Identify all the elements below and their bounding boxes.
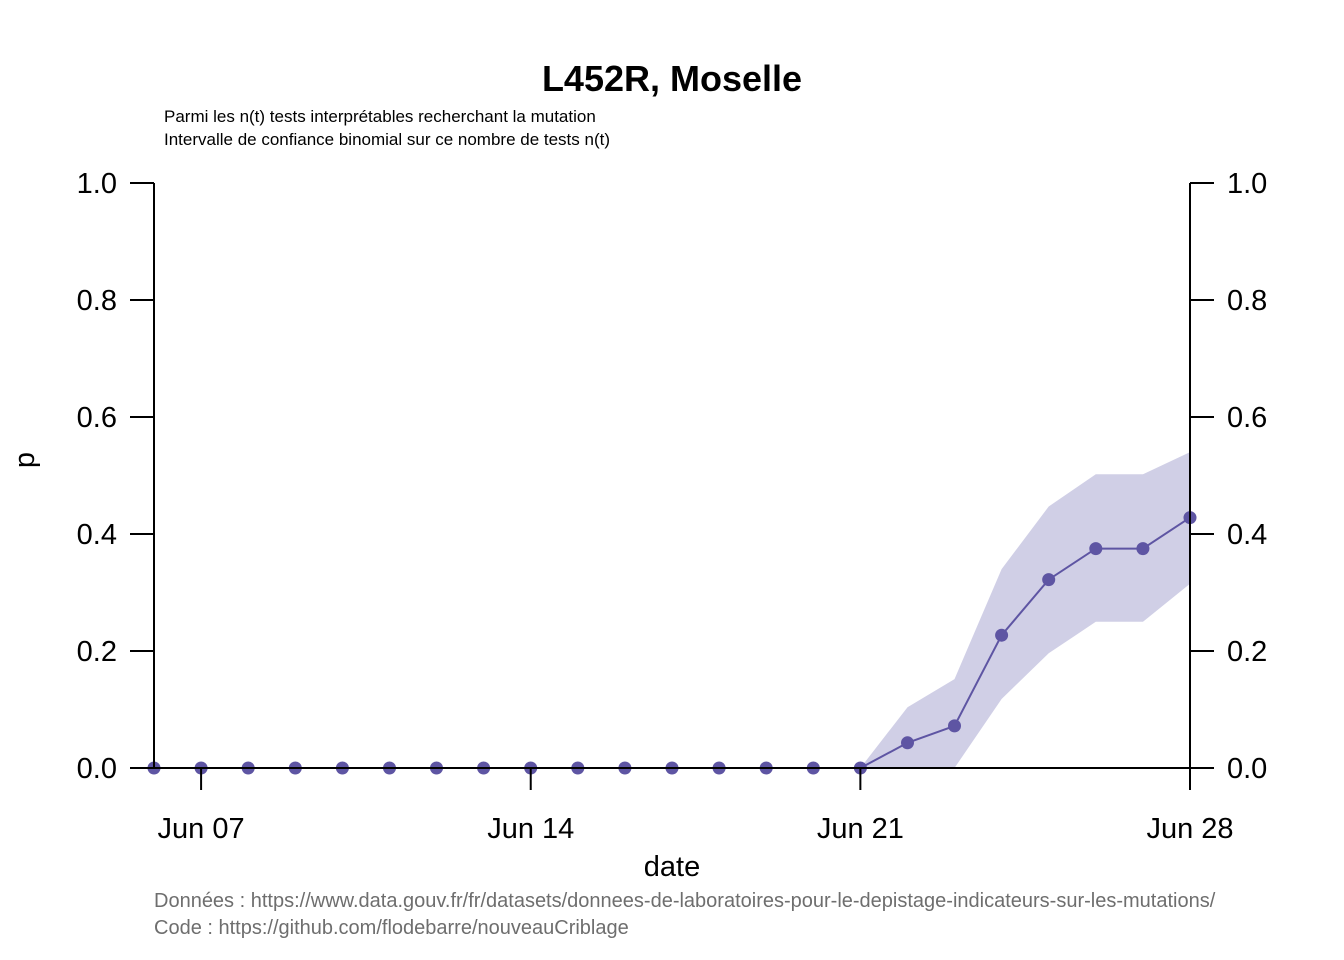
caption-data-source: Données : https://www.data.gouv.fr/fr/da… xyxy=(154,890,1216,912)
y-tick-label-left: 0.6 xyxy=(77,402,117,434)
confidence-band xyxy=(154,452,1190,768)
axes-layer: 0.0 0.0 0.2 0.2 0.4 0.4 0.6 0.6 0.8 0.8 1.0 1.0 Jun … xyxy=(77,168,1268,845)
data-point xyxy=(1089,542,1103,556)
data-point xyxy=(948,719,961,733)
data-point xyxy=(1042,573,1056,587)
y-tick-label-right: 0.6 xyxy=(1227,402,1267,434)
chart-subtitle-line-2: Intervalle de confiance binomial sur ce … xyxy=(164,130,610,149)
x-tick-label: Jun 21 xyxy=(817,813,904,845)
y-tick-label-right: 0.2 xyxy=(1227,636,1267,668)
data-point xyxy=(1136,542,1150,556)
y-tick-label-left: 0.4 xyxy=(77,519,117,551)
y-tick-label-left: 0.0 xyxy=(77,753,117,785)
y-tick-label-right: 0.8 xyxy=(1227,285,1267,317)
caption-code-source: Code : https://github.com/flodebarre/nou… xyxy=(154,917,629,939)
y-tick-label-left: 0.2 xyxy=(77,636,117,668)
y-tick-label-right: 0.0 xyxy=(1227,753,1267,785)
x-tick-label: Jun 28 xyxy=(1146,813,1233,845)
y-tick-label-right: 0.4 xyxy=(1227,519,1267,551)
confidence-band-layer xyxy=(154,452,1190,768)
chart-title: L452R, Moselle xyxy=(542,58,802,99)
y-tick-label-right: 1.0 xyxy=(1227,168,1267,200)
y-axis-label: p xyxy=(9,452,41,468)
x-axis-label: date xyxy=(644,851,700,883)
x-tick-label: Jun 07 xyxy=(158,813,245,845)
data-point xyxy=(901,736,914,750)
y-tick-label-left: 0.8 xyxy=(77,285,117,317)
data-point xyxy=(995,628,1009,642)
x-tick-label: Jun 14 xyxy=(487,813,574,845)
chart-subtitle-line-1: Parmi les n(t) tests interprétables rech… xyxy=(164,107,596,126)
y-tick-label-left: 1.0 xyxy=(77,168,117,200)
